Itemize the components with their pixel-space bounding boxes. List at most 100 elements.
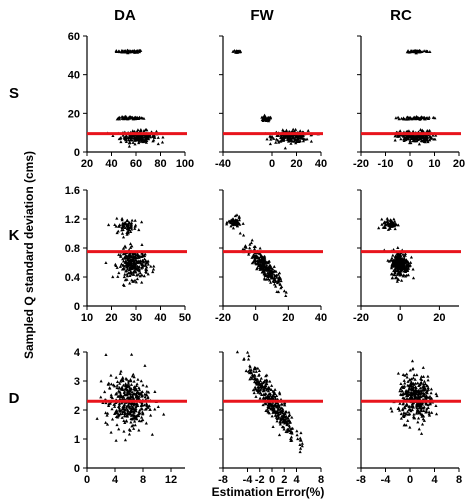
- data-point: [131, 423, 135, 427]
- data-point: [133, 224, 137, 228]
- data-point: [274, 140, 278, 144]
- data-point: [107, 402, 111, 406]
- data-point: [117, 50, 122, 54]
- data-point: [283, 134, 287, 138]
- data-point: [250, 238, 254, 242]
- data-point: [156, 135, 160, 139]
- data-point: [428, 401, 432, 405]
- data-point: [267, 392, 271, 396]
- data-point: [134, 270, 138, 274]
- data-point: [145, 389, 149, 393]
- data-point: [398, 129, 402, 133]
- data-point: [117, 117, 122, 121]
- data-point: [114, 224, 118, 228]
- data-point: [262, 270, 267, 274]
- data-point: [99, 379, 103, 383]
- data-point: [278, 407, 282, 411]
- data-point: [281, 417, 285, 421]
- data-point: [434, 392, 438, 396]
- data-point: [248, 364, 252, 368]
- y-tick-label: 40: [68, 70, 80, 82]
- data-point: [117, 403, 122, 407]
- data-point: [255, 259, 259, 263]
- data-point: [414, 404, 419, 408]
- data-point: [419, 432, 424, 435]
- data-point: [119, 369, 123, 373]
- data-point: [252, 380, 257, 384]
- data-point: [393, 219, 397, 223]
- data-point: [267, 267, 271, 271]
- data-point: [406, 394, 410, 397]
- data-point: [406, 390, 411, 394]
- data-point: [131, 392, 135, 396]
- data-point: [383, 220, 387, 224]
- data-point: [416, 402, 420, 406]
- data-point: [275, 281, 280, 285]
- data-point: [270, 397, 274, 401]
- data-point: [144, 258, 148, 262]
- x-tick-label: -4: [243, 474, 254, 486]
- data-point: [279, 409, 284, 413]
- data-point: [416, 49, 420, 53]
- data-point: [123, 260, 127, 264]
- y-tick-label: 0.4: [65, 272, 81, 284]
- data-point: [408, 138, 412, 142]
- data-point: [427, 115, 431, 119]
- data-point: [109, 382, 113, 386]
- data-point: [423, 382, 428, 386]
- data-point: [424, 49, 428, 53]
- data-point: [266, 260, 270, 264]
- data-point: [402, 423, 406, 427]
- data-point: [259, 391, 263, 395]
- data-point: [257, 257, 262, 261]
- data-point: [136, 116, 140, 120]
- data-point: [266, 116, 270, 120]
- x-tick-label: 80: [154, 158, 166, 170]
- data-point: [422, 117, 426, 121]
- data-point: [115, 117, 119, 121]
- x-tick-label: -20: [215, 312, 231, 324]
- data-point: [120, 228, 124, 232]
- data-point: [120, 231, 125, 235]
- data-point: [254, 369, 258, 373]
- data-point: [426, 140, 430, 144]
- data-point: [128, 253, 132, 257]
- data-point: [145, 384, 149, 388]
- data-point: [412, 373, 416, 377]
- data-point: [411, 267, 415, 271]
- data-point: [305, 137, 309, 141]
- data-point: [289, 427, 293, 431]
- data-point: [262, 268, 266, 272]
- data-point: [130, 407, 134, 411]
- data-point: [270, 384, 274, 387]
- x-tick-label: -8: [218, 474, 228, 486]
- data-point: [143, 263, 147, 267]
- data-point: [282, 425, 286, 429]
- data-point: [118, 264, 122, 268]
- data-point: [113, 410, 118, 414]
- data-point: [124, 140, 128, 143]
- data-point: [125, 393, 129, 397]
- data-point: [138, 274, 142, 278]
- data-point: [265, 266, 269, 269]
- data-point: [104, 421, 108, 424]
- data-point: [392, 273, 396, 276]
- data-point: [104, 411, 108, 415]
- data-point: [121, 410, 125, 414]
- data-point: [139, 419, 143, 423]
- data-point: [393, 267, 397, 271]
- data-point: [135, 259, 139, 263]
- data-point: [140, 415, 144, 419]
- data-point: [276, 403, 280, 406]
- y-tick-label: 0.8: [65, 243, 80, 255]
- data-point: [262, 115, 267, 119]
- data-point: [147, 390, 151, 394]
- data-point: [424, 138, 429, 142]
- data-point: [275, 275, 279, 279]
- data-point: [128, 378, 133, 382]
- data-point: [136, 377, 140, 381]
- data-point: [421, 365, 425, 369]
- data-point: [138, 271, 142, 275]
- data-point: [123, 272, 127, 276]
- data-point: [291, 136, 295, 140]
